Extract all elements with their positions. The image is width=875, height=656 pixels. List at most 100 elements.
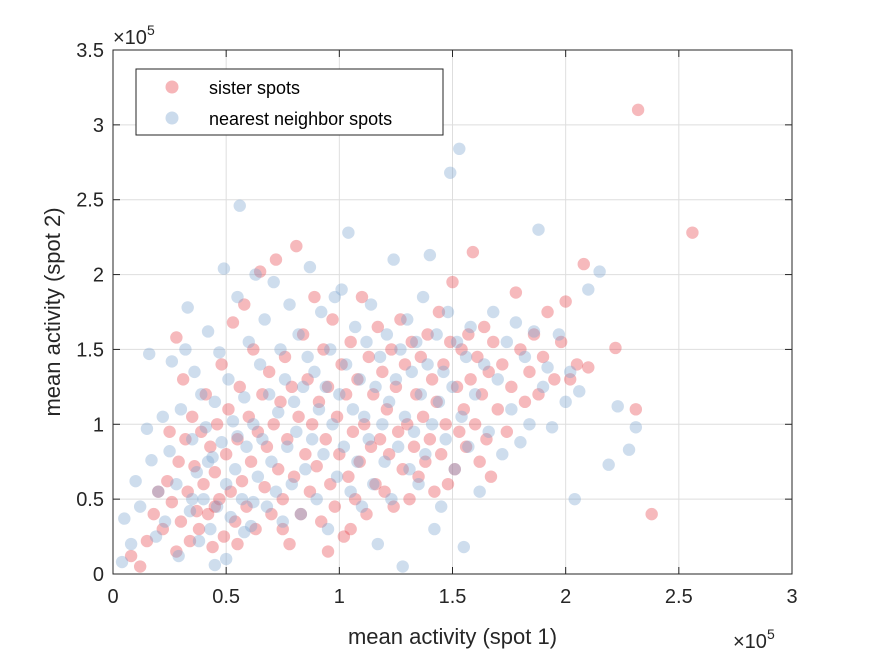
data-point [208, 465, 222, 479]
data-point [226, 316, 240, 329]
data-point [394, 313, 407, 326]
data-point [459, 350, 473, 364]
data-point [351, 455, 364, 468]
data-point [358, 418, 371, 431]
data-point [353, 455, 366, 468]
data-point [446, 275, 459, 289]
data-point [201, 455, 215, 468]
data-point [188, 365, 201, 379]
data-point [430, 395, 443, 409]
data-point [509, 316, 523, 329]
data-point [518, 350, 532, 364]
data-point [582, 361, 595, 374]
data-point [165, 495, 179, 509]
data-point [563, 373, 577, 386]
x-tick-label: 0 [107, 586, 118, 608]
data-point [213, 346, 226, 359]
data-point [686, 226, 699, 239]
data-point [487, 305, 500, 319]
data-point [222, 373, 235, 386]
data-point [267, 275, 280, 289]
data-point [455, 343, 468, 356]
data-point [330, 410, 344, 423]
data-point [360, 335, 373, 349]
data-point [373, 433, 387, 446]
data-point [310, 492, 323, 506]
data-point [181, 301, 194, 314]
data-point [434, 500, 448, 513]
data-point [401, 313, 414, 326]
data-point [378, 455, 391, 468]
data-point [401, 418, 414, 431]
data-point [532, 388, 545, 401]
data-point [145, 454, 158, 467]
data-point [500, 425, 514, 438]
x-tick-label: 3 [786, 586, 797, 608]
data-point [326, 313, 339, 326]
data-point [441, 477, 455, 491]
data-point [464, 373, 477, 386]
data-point [315, 515, 328, 528]
data-point [244, 519, 258, 533]
data-point [412, 477, 425, 491]
data-point [337, 440, 351, 453]
data-point [450, 380, 464, 394]
data-point [186, 492, 199, 506]
data-point [416, 410, 430, 423]
data-point [446, 380, 459, 394]
data-point [473, 455, 486, 468]
data-point [251, 470, 265, 483]
data-point [416, 290, 430, 304]
data-point [339, 358, 353, 371]
data-point [473, 485, 486, 498]
data-point [292, 410, 305, 423]
data-point [229, 463, 242, 476]
data-point [362, 433, 375, 446]
data-point [527, 325, 541, 338]
data-point [514, 343, 527, 356]
data-point [554, 335, 568, 349]
data-point [217, 262, 231, 275]
y-axis-label: mean activity (spot 2) [40, 207, 65, 416]
data-point [299, 463, 312, 476]
data-point [444, 166, 457, 179]
data-point [455, 410, 468, 423]
data-point [432, 395, 446, 409]
data-point [548, 373, 561, 386]
data-point [170, 477, 183, 491]
data-point [369, 477, 382, 491]
data-point [294, 507, 308, 521]
data-point [219, 552, 233, 566]
data-point [475, 388, 489, 401]
x-axis-exponent: ×105 [733, 626, 775, 653]
data-point [231, 430, 244, 443]
data-point [265, 507, 278, 521]
legend-label-sister-spots: sister spots [209, 78, 300, 98]
data-point [505, 380, 518, 394]
data-points [115, 103, 699, 573]
data-point [414, 388, 428, 401]
data-point [339, 388, 353, 401]
data-point [423, 248, 437, 262]
data-point [179, 343, 192, 356]
data-point [376, 365, 389, 379]
data-point [287, 395, 301, 409]
data-point [344, 485, 357, 498]
data-point [344, 335, 357, 349]
data-point [468, 388, 482, 401]
data-point [348, 492, 362, 506]
data-point [371, 320, 385, 334]
data-point [326, 418, 339, 431]
data-point [324, 477, 337, 491]
data-point [536, 350, 550, 364]
data-point [434, 448, 448, 461]
data-point [337, 530, 351, 543]
data-point [398, 358, 412, 371]
data-point [308, 290, 321, 304]
data-point [253, 265, 267, 278]
data-point [235, 492, 249, 506]
data-point [240, 500, 253, 513]
data-point [419, 455, 432, 468]
data-point [260, 500, 274, 513]
data-point [559, 295, 572, 308]
